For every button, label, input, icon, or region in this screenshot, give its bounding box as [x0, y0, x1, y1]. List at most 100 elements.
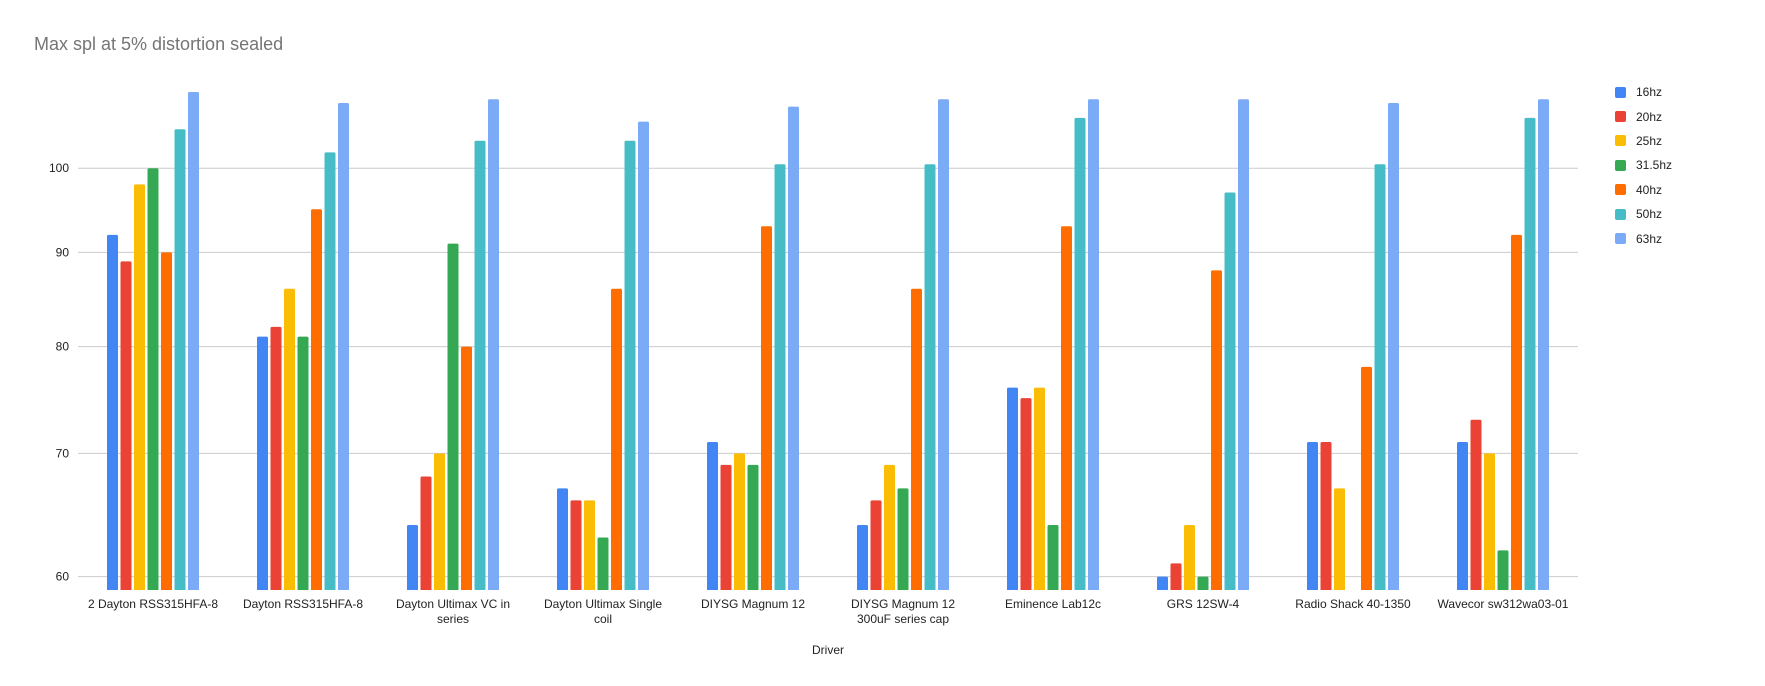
bar-16hz	[407, 524, 418, 590]
bar-63hz	[1238, 99, 1249, 591]
bar-20hz	[870, 500, 882, 590]
legend-label: 31.5hz	[1636, 158, 1673, 173]
legend-swatch	[1615, 233, 1626, 245]
x-tick-label: DIYSG Magnum 12	[701, 597, 805, 611]
x-tick-label: GRS 12SW-4	[1167, 597, 1240, 611]
bar-20hz	[120, 261, 132, 590]
bar-40hz	[1211, 270, 1222, 590]
x-tick-label: coil	[594, 612, 612, 626]
bar-25hz	[434, 453, 445, 590]
bar-31.5hz	[1047, 524, 1059, 590]
legend-label: 16hz	[1636, 85, 1663, 100]
bar-31.5hz	[147, 168, 159, 591]
x-tick-label: series	[437, 612, 469, 626]
bar-40hz	[911, 288, 922, 590]
bar-20hz	[270, 326, 282, 590]
legend-item: 31.5hz	[1615, 153, 1672, 177]
legend-item: 40hz	[1615, 178, 1672, 202]
bar-20hz	[1320, 441, 1332, 590]
y-tick-label: 80	[56, 340, 70, 354]
bar-25hz	[1484, 453, 1495, 590]
bar-31.5hz	[1497, 550, 1509, 590]
legend-swatch	[1615, 111, 1626, 123]
bar-25hz	[1034, 387, 1045, 590]
bar-25hz	[884, 464, 895, 590]
x-tick-label: Dayton RSS315HFA-8	[243, 597, 363, 611]
x-tick-label: Radio Shack 40-1350	[1295, 597, 1411, 611]
x-tick-label: 2 Dayton RSS315HFA-8	[88, 597, 218, 611]
bar-25hz	[584, 500, 595, 590]
bar-25hz	[134, 184, 145, 590]
bar-50hz	[924, 164, 936, 591]
bar-40hz	[1511, 234, 1522, 590]
bar-63hz	[938, 99, 949, 591]
bar-63hz	[1538, 99, 1549, 591]
legend-swatch	[1615, 135, 1626, 147]
legend-label: 40hz	[1636, 182, 1663, 197]
legend-item: 63hz	[1615, 226, 1672, 250]
bar-50hz	[324, 152, 336, 590]
bar-40hz	[1061, 226, 1072, 590]
x-axis-title: Driver	[812, 643, 844, 657]
legend-item: 50hz	[1615, 202, 1672, 226]
legend-swatch	[1615, 184, 1626, 196]
bar-16hz	[107, 234, 118, 590]
bar-20hz	[1020, 398, 1032, 590]
bar-16hz	[857, 524, 868, 590]
x-tick-label: Wavecor sw312wa03-01	[1438, 597, 1569, 611]
bar-40hz	[311, 209, 322, 590]
bar-50hz	[1224, 192, 1236, 590]
bar-63hz	[1388, 102, 1399, 590]
legend-item: 25hz	[1615, 129, 1672, 153]
bar-50hz	[1524, 117, 1536, 590]
bar-50hz	[624, 140, 636, 590]
x-tick-label: DIYSG Magnum 12	[851, 597, 955, 611]
x-tick-label: Dayton Ultimax VC in	[396, 597, 510, 611]
bar-25hz	[1334, 488, 1345, 590]
x-tick-label: Dayton Ultimax Single	[544, 597, 662, 611]
legend-swatch	[1615, 86, 1626, 98]
x-tick-label: Eminence Lab12c	[1005, 597, 1101, 611]
bar-50hz	[474, 140, 486, 590]
legend-swatch	[1615, 159, 1626, 171]
bar-25hz	[734, 453, 745, 590]
bar-50hz	[174, 129, 186, 590]
legend-item: 20hz	[1615, 104, 1672, 128]
bar-50hz	[774, 164, 786, 591]
bar-25hz	[1184, 524, 1195, 590]
bar-40hz	[611, 288, 622, 590]
legend-label: 63hz	[1636, 231, 1663, 246]
bar-20hz	[420, 476, 432, 590]
bar-40hz	[161, 252, 172, 590]
legend-label: 25hz	[1636, 133, 1663, 148]
bar-31.5hz	[1197, 576, 1209, 590]
bar-25hz	[284, 288, 295, 590]
bar-16hz	[557, 488, 568, 590]
bar-16hz	[1157, 576, 1168, 590]
bar-63hz	[788, 106, 799, 590]
bar-40hz	[1361, 366, 1372, 590]
bar-20hz	[1470, 419, 1482, 590]
bar-20hz	[1170, 563, 1182, 590]
y-tick-label: 90	[56, 245, 70, 259]
chart-title: Max spl at 5% distortion sealed	[34, 34, 284, 54]
y-tick-label: 100	[49, 161, 69, 175]
bar-16hz	[1457, 441, 1468, 590]
bar-63hz	[488, 99, 499, 591]
legend-label: 20hz	[1636, 109, 1663, 124]
bar-40hz	[761, 226, 772, 590]
bar-50hz	[1374, 164, 1386, 591]
bar-63hz	[638, 121, 649, 591]
x-tick-label: 300uF series cap	[857, 612, 949, 626]
bar-31.5hz	[897, 488, 909, 590]
bar-63hz	[338, 102, 349, 590]
bar-50hz	[1074, 117, 1086, 590]
bar-16hz	[707, 441, 718, 590]
bar-40hz	[461, 346, 472, 590]
bar-16hz	[1307, 441, 1318, 590]
bar-31.5hz	[297, 336, 309, 590]
chart-legend: 16hz 20hz 25hz 31.5hz 40hz 50hz 63hz	[1615, 80, 1672, 251]
legend-label: 50hz	[1636, 207, 1663, 222]
legend-swatch	[1615, 208, 1626, 220]
